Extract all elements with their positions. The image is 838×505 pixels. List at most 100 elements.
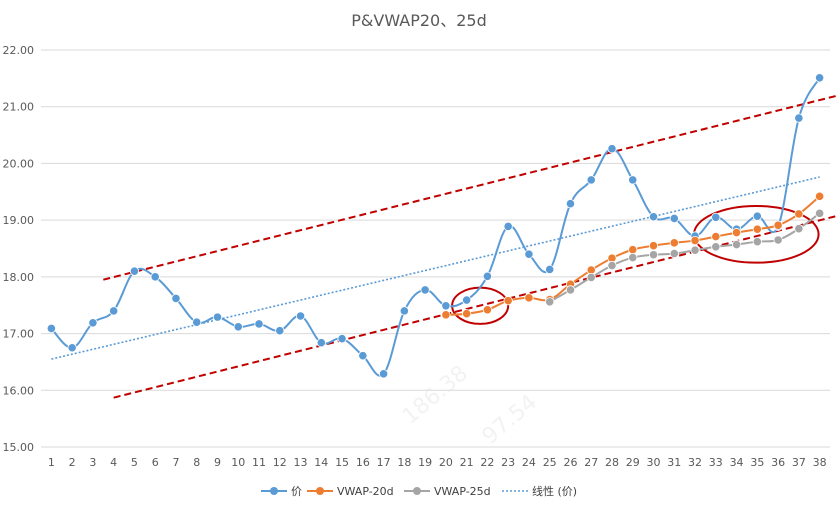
data-point bbox=[815, 191, 825, 201]
x-tick-label: 20 bbox=[439, 456, 453, 469]
data-point bbox=[420, 285, 430, 295]
x-tick-label: 36 bbox=[771, 456, 785, 469]
data-point bbox=[565, 199, 576, 209]
data-point bbox=[669, 238, 679, 248]
data-point bbox=[503, 296, 513, 306]
legend-item-1: 价 bbox=[261, 485, 302, 498]
x-tick-label: 16 bbox=[356, 456, 370, 469]
x-tick-label: 6 bbox=[152, 456, 159, 469]
data-point bbox=[773, 235, 783, 245]
data-point bbox=[586, 175, 596, 185]
legend-label: VWAP-20d bbox=[337, 485, 394, 498]
data-point bbox=[648, 241, 659, 251]
data-point bbox=[607, 260, 617, 271]
data-point bbox=[628, 175, 638, 185]
x-tick-label: 33 bbox=[709, 456, 723, 469]
x-tick-label: 19 bbox=[418, 456, 432, 469]
x-tick-label: 10 bbox=[231, 456, 245, 469]
x-tick-label: 28 bbox=[605, 456, 619, 469]
x-tick-label: 5 bbox=[131, 456, 138, 469]
y-tick-label: 22.00 bbox=[3, 44, 35, 57]
data-point bbox=[628, 252, 638, 263]
y-tick-label: 16.00 bbox=[3, 384, 35, 397]
data-point bbox=[441, 301, 451, 311]
data-point bbox=[773, 220, 783, 230]
legend-item-3: VWAP-25d bbox=[404, 485, 491, 498]
data-point bbox=[378, 369, 389, 379]
x-tick-label: 31 bbox=[667, 456, 681, 469]
chart-title: P&VWAP20、25d bbox=[351, 11, 487, 30]
data-point bbox=[565, 285, 576, 295]
data-point bbox=[794, 224, 804, 234]
data-point bbox=[109, 306, 119, 316]
legend-item-4: 线性 (价) bbox=[502, 484, 577, 498]
y-tick-label: 15.00 bbox=[3, 441, 35, 454]
x-tick-label: 11 bbox=[252, 456, 266, 469]
data-point bbox=[275, 326, 285, 336]
data-point bbox=[669, 213, 679, 224]
x-tick-label: 23 bbox=[501, 456, 515, 469]
data-point bbox=[358, 351, 368, 361]
data-point bbox=[648, 250, 659, 260]
channel-line bbox=[103, 94, 838, 281]
data-point bbox=[690, 235, 700, 246]
legend-label: 线性 (价) bbox=[532, 484, 577, 498]
data-point bbox=[794, 113, 804, 123]
x-tick-label: 34 bbox=[730, 456, 744, 469]
grid-layer bbox=[41, 49, 830, 448]
data-point bbox=[399, 306, 409, 316]
data-point bbox=[233, 322, 243, 332]
data-point bbox=[545, 264, 555, 275]
x-tick-label: 30 bbox=[647, 456, 661, 469]
data-point bbox=[607, 144, 617, 154]
legend: 价 VWAP-20d VWAP-25d 线性 (价) bbox=[261, 484, 577, 498]
x-tick-label: 12 bbox=[273, 456, 287, 469]
data-point bbox=[648, 212, 659, 222]
x-tick-label: 4 bbox=[110, 456, 117, 469]
x-tick-label: 1 bbox=[48, 456, 55, 469]
x-tick-label: 37 bbox=[792, 456, 806, 469]
data-point bbox=[441, 310, 451, 320]
x-tick-label: 38 bbox=[813, 456, 827, 469]
y-tick-label: 21.00 bbox=[3, 101, 35, 114]
x-axis-ticks: 1 2 3 4 5 6 7 8 9 10 11 12 13 14 15 16 17 18 19 20 21 22 23 24 2… bbox=[48, 456, 827, 469]
x-tick-label: 14 bbox=[314, 456, 328, 469]
series-layer bbox=[46, 73, 825, 379]
x-tick-label: 18 bbox=[397, 456, 411, 469]
data-point bbox=[794, 209, 804, 219]
legend-item-2: VWAP-20d bbox=[307, 485, 394, 498]
data-point bbox=[171, 293, 181, 304]
data-point bbox=[524, 293, 534, 303]
y-tick-label: 19.00 bbox=[3, 214, 35, 227]
data-point bbox=[88, 318, 98, 328]
x-tick-label: 35 bbox=[750, 456, 764, 469]
x-tick-label: 22 bbox=[480, 456, 494, 469]
series-2 bbox=[441, 191, 825, 320]
x-tick-label: 26 bbox=[563, 456, 577, 469]
data-point bbox=[503, 221, 513, 231]
x-tick-label: 32 bbox=[688, 456, 702, 469]
x-tick-label: 24 bbox=[522, 456, 536, 469]
y-axis-ticks: 15.00 16.00 17.00 18.00 19.00 20.00 21.00 22.00 bbox=[3, 44, 35, 454]
x-tick-label: 25 bbox=[543, 456, 557, 469]
data-point bbox=[815, 208, 825, 218]
data-point bbox=[711, 242, 721, 252]
data-point bbox=[731, 228, 742, 238]
data-point bbox=[711, 231, 721, 242]
data-point bbox=[337, 334, 347, 344]
data-point bbox=[690, 245, 700, 255]
data-point bbox=[192, 317, 202, 327]
data-point bbox=[482, 271, 493, 281]
legend-swatch-marker bbox=[316, 487, 324, 495]
data-point bbox=[129, 266, 140, 276]
y-tick-label: 18.00 bbox=[3, 271, 35, 284]
data-point bbox=[815, 73, 825, 83]
x-tick-label: 3 bbox=[89, 456, 96, 469]
data-point bbox=[731, 239, 742, 250]
x-tick-label: 13 bbox=[294, 456, 308, 469]
data-point bbox=[586, 272, 596, 283]
data-point bbox=[711, 212, 721, 222]
x-tick-label: 27 bbox=[584, 456, 598, 469]
